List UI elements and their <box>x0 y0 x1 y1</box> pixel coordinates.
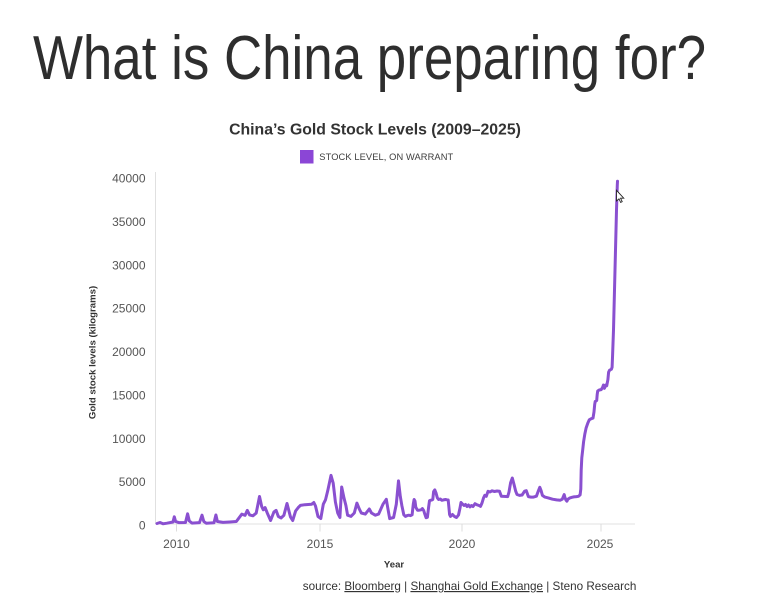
svg-text:What is China preparing for?: What is China preparing for? <box>33 24 706 93</box>
svg-text:2020: 2020 <box>449 537 476 551</box>
svg-text:25000: 25000 <box>112 302 146 316</box>
svg-text:15000: 15000 <box>112 388 146 402</box>
svg-text:0: 0 <box>139 519 146 533</box>
svg-text:40000: 40000 <box>112 172 146 186</box>
svg-text:2025: 2025 <box>587 537 614 551</box>
svg-text:20000: 20000 <box>112 345 146 359</box>
svg-text:2010: 2010 <box>163 537 190 551</box>
svg-text:5000: 5000 <box>119 475 146 489</box>
svg-text:35000: 35000 <box>112 215 146 229</box>
svg-text:30000: 30000 <box>112 258 146 272</box>
svg-text:10000: 10000 <box>112 432 146 446</box>
svg-text:Year: Year <box>384 560 405 571</box>
svg-text:2015: 2015 <box>307 537 334 551</box>
svg-text:source: Bloomberg | Shanghai G: source: Bloomberg | Shanghai Gold Exchan… <box>303 580 637 593</box>
svg-text:STOCK LEVEL, ON WARRANT: STOCK LEVEL, ON WARRANT <box>319 152 453 162</box>
svg-text:Gold stock levels (kilograms): Gold stock levels (kilograms) <box>88 286 99 419</box>
svg-text:China’s Gold Stock Levels (200: China’s Gold Stock Levels (2009–2025) <box>229 122 521 139</box>
